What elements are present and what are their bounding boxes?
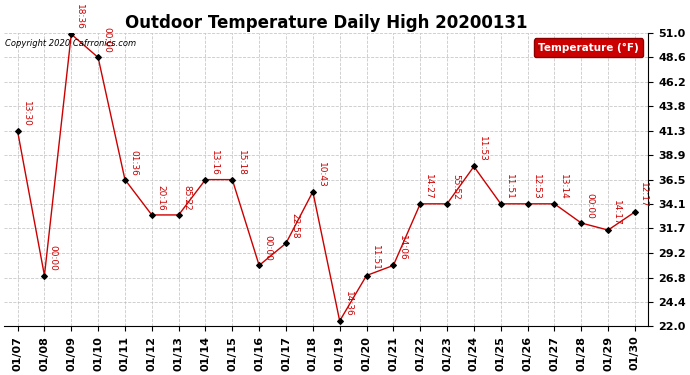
Point bbox=[442, 201, 453, 207]
Point bbox=[146, 212, 157, 218]
Point bbox=[415, 201, 426, 207]
Text: 11:51: 11:51 bbox=[371, 246, 380, 272]
Point bbox=[334, 318, 345, 324]
Text: 00:00: 00:00 bbox=[102, 27, 111, 53]
Point bbox=[119, 177, 130, 183]
Point bbox=[39, 273, 50, 279]
Point bbox=[12, 128, 23, 134]
Text: 18:36: 18:36 bbox=[75, 4, 84, 30]
Text: 10:43: 10:43 bbox=[317, 162, 326, 188]
Text: 14:27: 14:27 bbox=[424, 174, 433, 200]
Text: 12:53: 12:53 bbox=[532, 174, 541, 200]
Legend: Temperature (°F): Temperature (°F) bbox=[534, 38, 643, 57]
Point bbox=[254, 262, 265, 268]
Point bbox=[66, 31, 77, 37]
Point bbox=[549, 201, 560, 207]
Point bbox=[200, 177, 211, 183]
Text: 85:22: 85:22 bbox=[183, 185, 192, 211]
Text: 12:17: 12:17 bbox=[639, 182, 648, 208]
Point bbox=[307, 189, 318, 195]
Text: 00:00: 00:00 bbox=[585, 193, 594, 219]
Point bbox=[388, 262, 399, 268]
Text: 22:58: 22:58 bbox=[290, 213, 299, 239]
Text: 00:00: 00:00 bbox=[264, 236, 273, 261]
Point bbox=[92, 54, 104, 60]
Point bbox=[522, 201, 533, 207]
Text: 11:53: 11:53 bbox=[478, 136, 487, 162]
Text: Copyright 2020 Cafrronics.com: Copyright 2020 Cafrronics.com bbox=[6, 39, 137, 48]
Point bbox=[173, 212, 184, 218]
Text: 14:36: 14:36 bbox=[344, 291, 353, 317]
Title: Outdoor Temperature Daily High 20200131: Outdoor Temperature Daily High 20200131 bbox=[125, 13, 528, 32]
Point bbox=[575, 220, 586, 226]
Text: 20:16: 20:16 bbox=[156, 185, 165, 211]
Text: 55:52: 55:52 bbox=[451, 174, 460, 200]
Text: 11:51: 11:51 bbox=[505, 174, 514, 200]
Point bbox=[280, 240, 291, 246]
Point bbox=[361, 273, 372, 279]
Text: 13:16: 13:16 bbox=[210, 150, 219, 176]
Text: 14:06: 14:06 bbox=[397, 236, 406, 261]
Text: 13:30: 13:30 bbox=[22, 101, 31, 127]
Point bbox=[602, 227, 613, 233]
Text: 13:14: 13:14 bbox=[559, 174, 568, 200]
Point bbox=[469, 164, 480, 170]
Text: 00:00: 00:00 bbox=[48, 246, 57, 272]
Text: 14:17: 14:17 bbox=[612, 200, 621, 226]
Point bbox=[495, 201, 506, 207]
Point bbox=[227, 177, 238, 183]
Point bbox=[629, 209, 640, 215]
Text: 15:18: 15:18 bbox=[237, 150, 246, 176]
Text: 01:36: 01:36 bbox=[129, 150, 138, 176]
